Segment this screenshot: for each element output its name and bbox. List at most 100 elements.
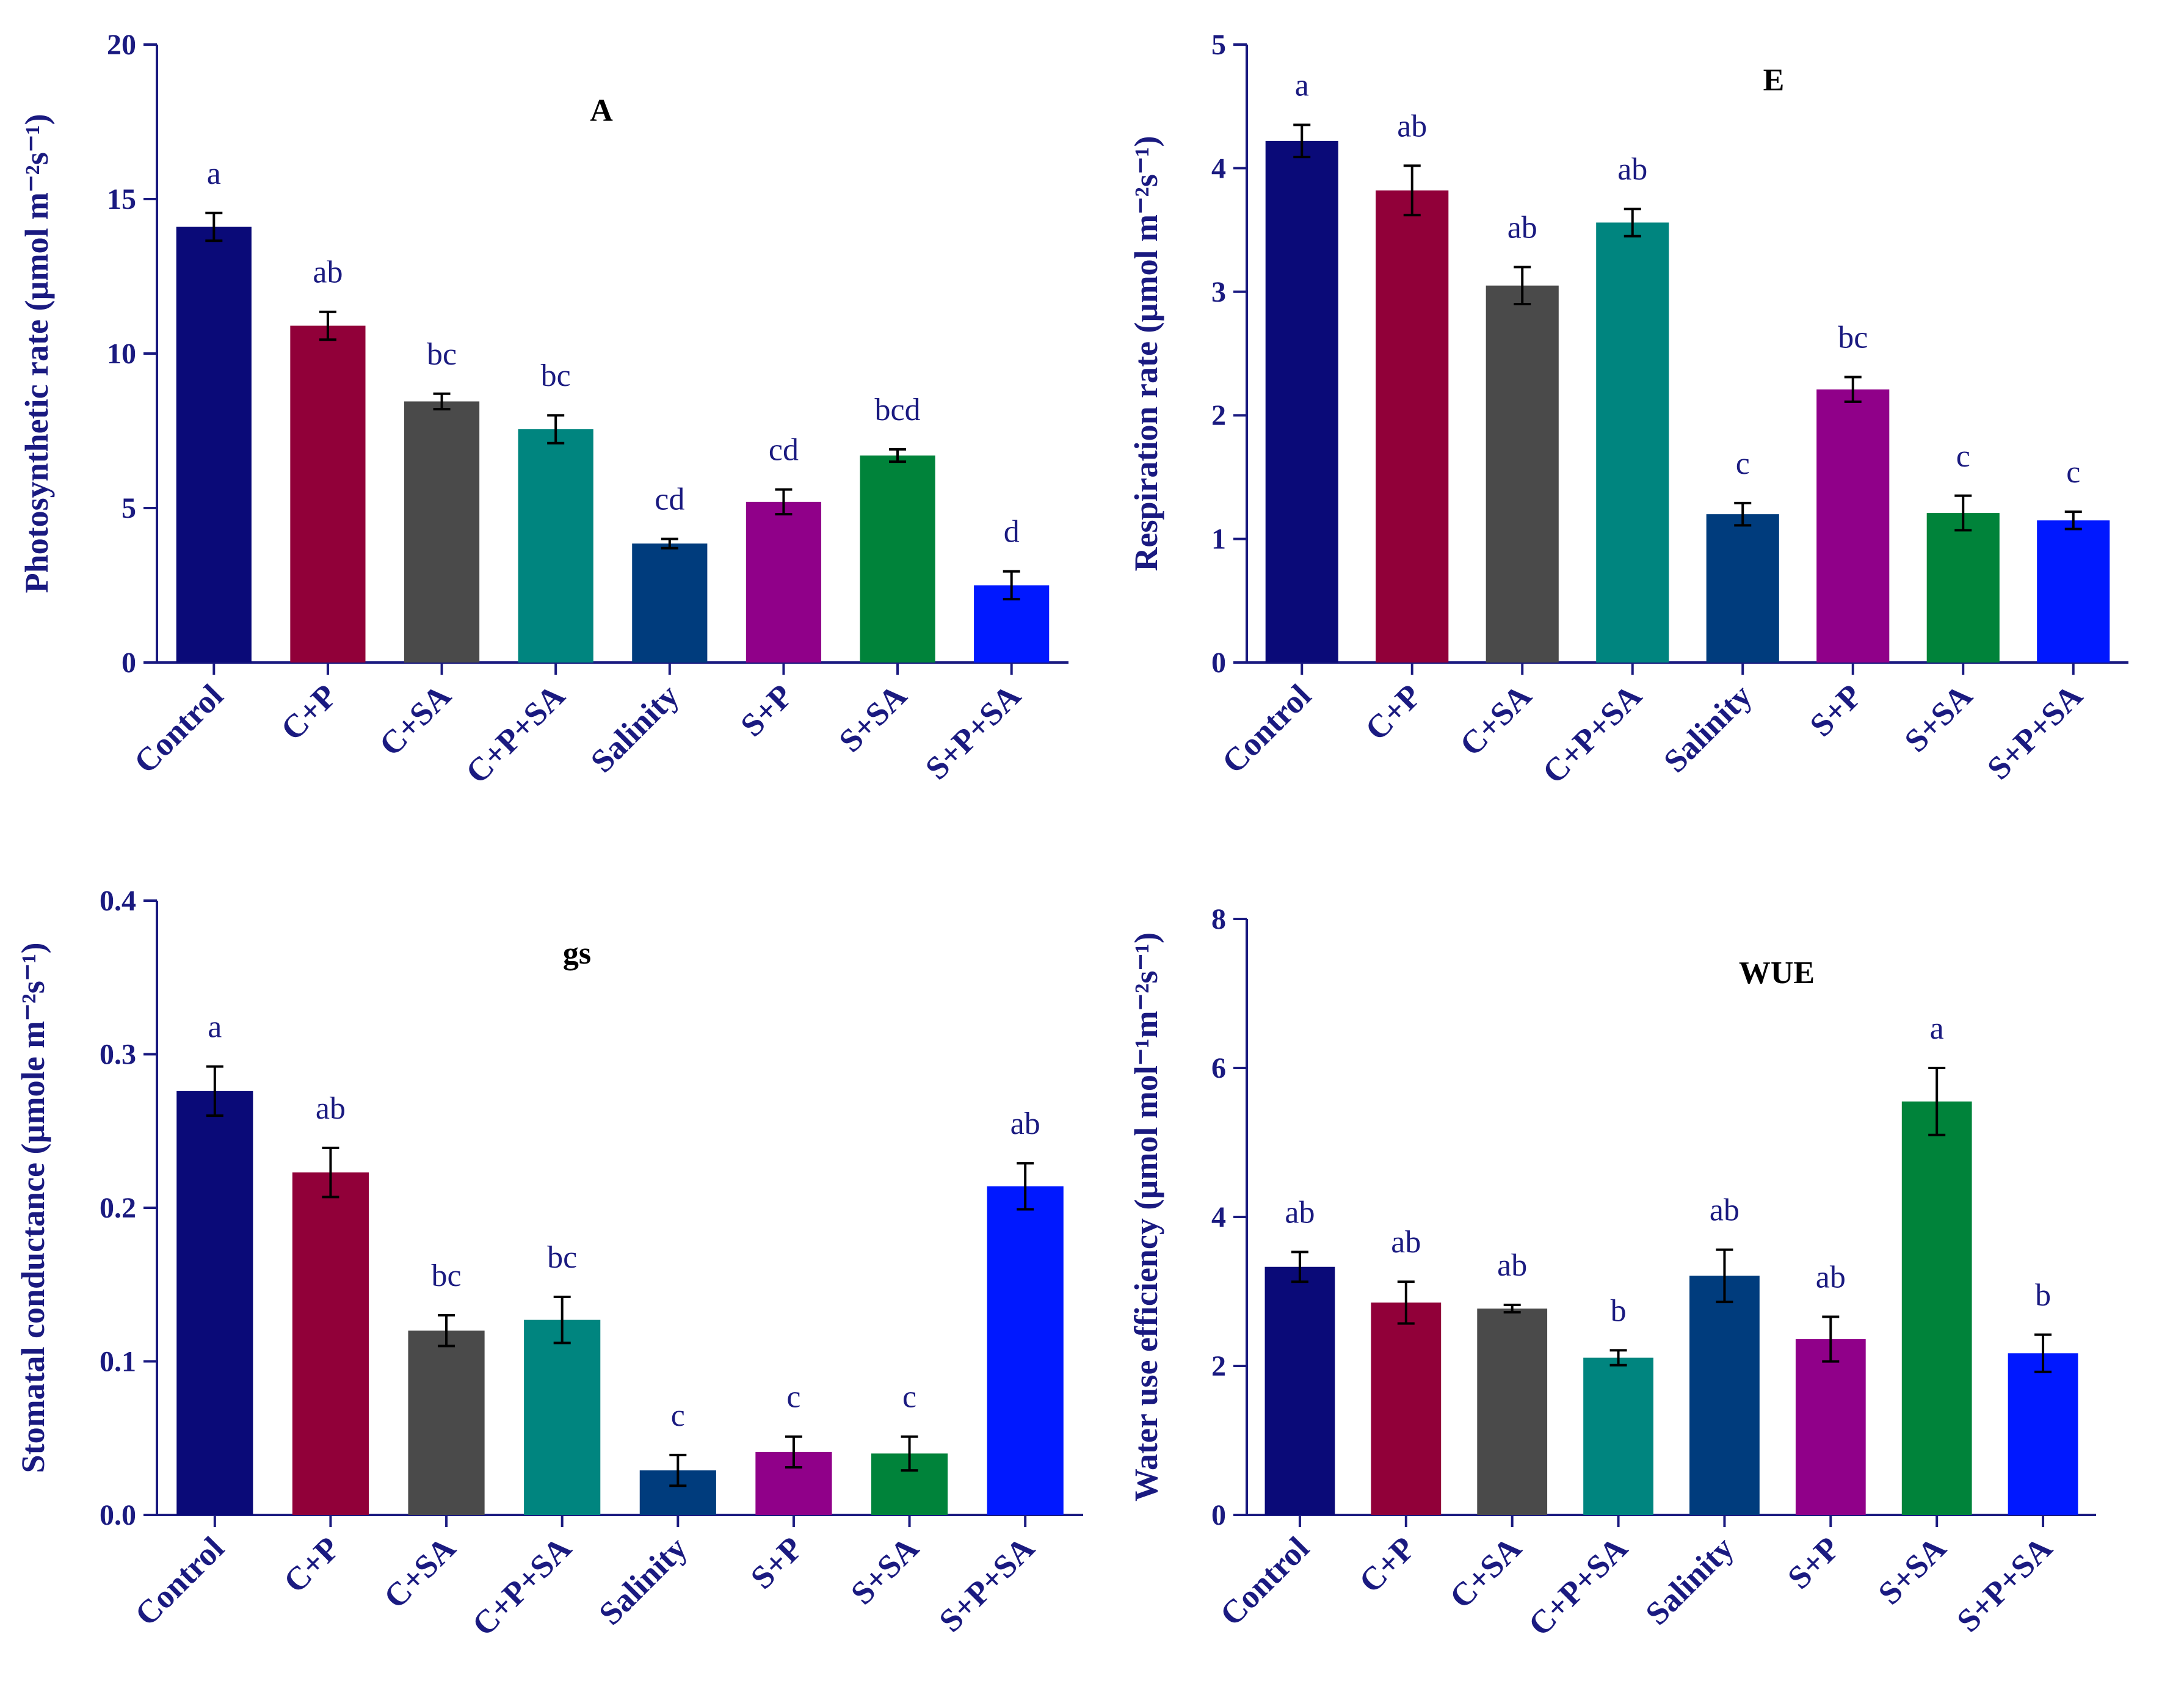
- significance-label: ab: [313, 255, 343, 290]
- y-tick-label: 2: [1211, 1350, 1226, 1382]
- y-tick-label: 0.4: [100, 885, 136, 917]
- bar: [1795, 1339, 1866, 1515]
- category-label: C+P+SA: [465, 1530, 579, 1643]
- y-tick-label: 0.3: [100, 1039, 136, 1071]
- significance-label: c: [1956, 439, 1970, 474]
- category-label: C+P+SA: [1536, 677, 1649, 791]
- significance-label: c: [902, 1380, 916, 1415]
- significance-label: ab: [1010, 1106, 1040, 1141]
- y-tick-label: 2: [1211, 399, 1226, 432]
- bar: [1376, 190, 1449, 663]
- significance-label: c: [671, 1398, 685, 1433]
- bar: [1689, 1276, 1760, 1515]
- bar: [2037, 520, 2110, 663]
- category-label: S+P+SA: [1950, 1530, 2059, 1639]
- significance-label: a: [207, 156, 221, 191]
- category-label: Salinity: [592, 1530, 694, 1632]
- category-label: S+P+SA: [918, 677, 1028, 786]
- category-label: C+P: [1352, 1530, 1422, 1600]
- panel-respiration-rate: 0 1 2 3 4 5 a Control ab C+P ab C+SA ab C+P+SA c Salini…: [1128, 29, 2128, 791]
- significance-label: c: [2066, 455, 2080, 490]
- category-label: S+SA: [832, 677, 913, 759]
- y-axis-title: Respiration rate (µmol m⁻²s⁻¹): [1128, 136, 1164, 572]
- category-label: S+P+SA: [1980, 677, 2089, 786]
- y-tick-label: 0.2: [100, 1192, 136, 1224]
- bar: [1926, 513, 2000, 663]
- category-label: S+SA: [1897, 677, 1979, 759]
- category-label: C+P: [1358, 677, 1428, 747]
- category-label: C+P+SA: [1521, 1530, 1634, 1643]
- y-tick-label: 3: [1211, 276, 1226, 308]
- significance-label: a: [1930, 1011, 1944, 1046]
- category-label: Control: [127, 677, 230, 780]
- y-tick-label: 0: [1211, 1499, 1226, 1531]
- category-label: Salinity: [1638, 1530, 1741, 1632]
- significance-label: ab: [316, 1091, 346, 1126]
- bar: [404, 401, 480, 663]
- significance-label: ab: [1497, 1248, 1527, 1283]
- significance-label: a: [1295, 68, 1309, 103]
- significance-label: ab: [1391, 1225, 1421, 1260]
- y-axis-title: Water use efficiency (µmol mol⁻¹m⁻²s⁻¹): [1128, 932, 1164, 1501]
- panel-title: A: [590, 93, 613, 128]
- category-label: S+P: [1780, 1530, 1847, 1596]
- category-label: Control: [128, 1530, 231, 1633]
- bar: [2008, 1353, 2078, 1515]
- y-tick-label: 6: [1211, 1052, 1226, 1084]
- bar: [524, 1320, 601, 1515]
- bar: [408, 1331, 485, 1515]
- panel-title: gs: [563, 936, 591, 971]
- significance-label: ab: [1507, 210, 1537, 245]
- panel-title: WUE: [1739, 956, 1815, 990]
- y-tick-label: 15: [107, 183, 136, 216]
- significance-label: ab: [1397, 109, 1427, 143]
- category-label: S+SA: [844, 1530, 926, 1611]
- significance-label: ab: [1617, 152, 1647, 187]
- y-axis-title: Stomatal conductance (µmole m⁻²s⁻¹): [15, 943, 51, 1473]
- bar: [176, 1091, 253, 1515]
- category-label: Control: [1213, 1530, 1316, 1633]
- bar: [176, 227, 252, 663]
- significance-label: ab: [1285, 1195, 1315, 1230]
- y-tick-label: 5: [122, 492, 136, 525]
- category-label: Control: [1215, 677, 1318, 780]
- significance-label: bc: [541, 358, 571, 393]
- bar: [518, 429, 593, 663]
- bar: [292, 1172, 369, 1515]
- panel-water-use-efficiency: 02468abControlabC+PabC+SAbC+P+SAabSalini…: [1128, 903, 2096, 1643]
- significance-label: b: [2035, 1278, 2051, 1313]
- significance-label: cd: [769, 433, 799, 468]
- category-label: S+P: [744, 1530, 810, 1596]
- y-tick-label: 0: [1211, 647, 1226, 679]
- panel-stomatal-conductance: 0.0 0.1 0.2 0.3 0.4 a Control ab C+P bc C+SA bc C+P+…: [15, 885, 1083, 1643]
- significance-label: bc: [427, 337, 457, 372]
- y-tick-label: 0.0: [100, 1499, 136, 1531]
- y-tick-label: 8: [1211, 903, 1226, 935]
- category-label: S+P: [733, 677, 800, 744]
- bar: [290, 325, 366, 663]
- bar: [1596, 222, 1669, 663]
- bar: [1706, 514, 1779, 663]
- category-label: C+SA: [372, 677, 458, 763]
- significance-label: bcd: [875, 393, 921, 427]
- bar: [1816, 389, 1890, 663]
- y-tick-label: 0: [122, 647, 136, 679]
- significance-label: c: [1736, 446, 1750, 481]
- y-tick-label: 4: [1211, 152, 1226, 184]
- category-label: C+P: [274, 677, 344, 747]
- bar: [1486, 285, 1559, 663]
- significance-label: ab: [1816, 1260, 1846, 1294]
- y-tick-label: 1: [1211, 523, 1226, 556]
- significance-label: a: [208, 1010, 222, 1045]
- category-label: S+P+SA: [932, 1530, 1041, 1639]
- panel-photosynthetic-rate: 0 5 10 15 20 a Control ab C+P bc C+SA bc C+P+SA cd Sal…: [18, 29, 1068, 791]
- category-label: C+P+SA: [459, 677, 572, 791]
- bar: [1901, 1101, 1972, 1515]
- y-axis-title: Photosynthetic rate (µmol m⁻²s⁻¹): [18, 114, 55, 594]
- bar: [1371, 1302, 1442, 1515]
- significance-label: cd: [655, 482, 684, 517]
- category-label: C+SA: [1453, 677, 1539, 763]
- y-tick-label: 4: [1211, 1201, 1226, 1233]
- y-tick-label: 0.1: [100, 1346, 136, 1378]
